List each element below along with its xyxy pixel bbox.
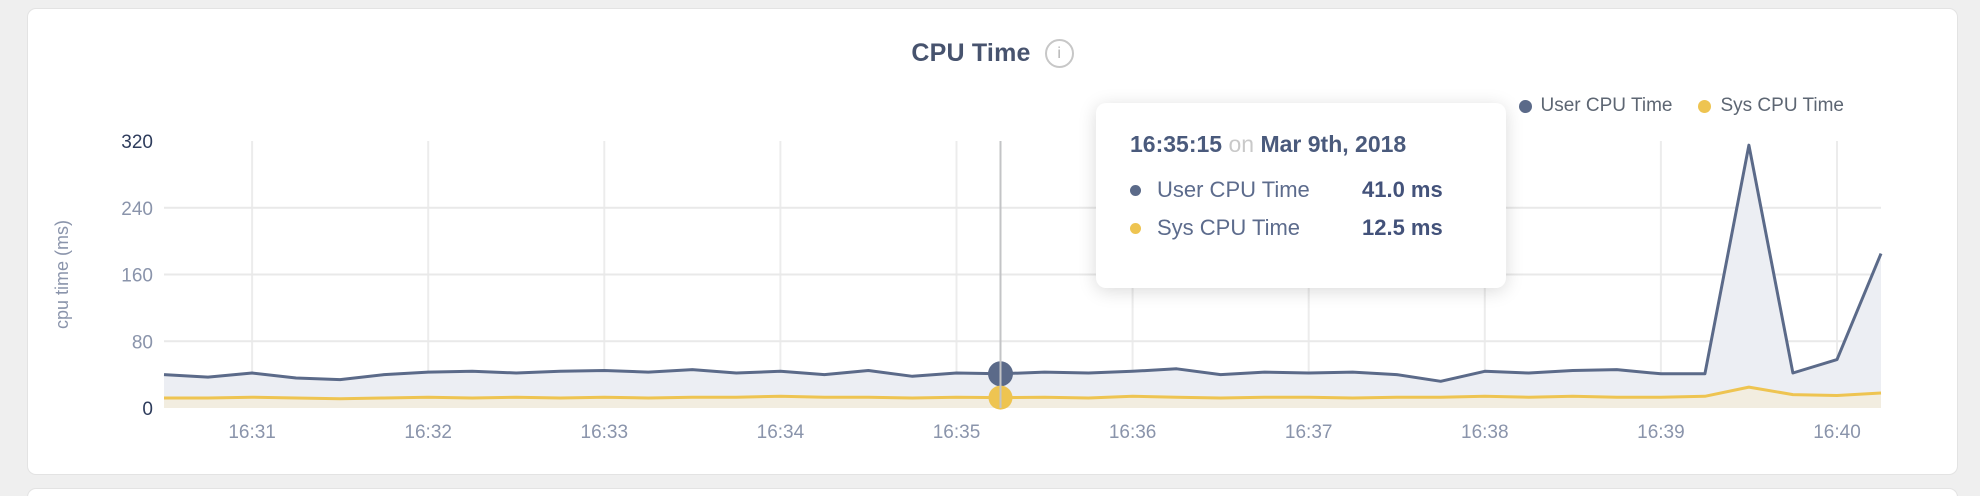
y-tick-label: 0 bbox=[142, 399, 153, 420]
x-tick-label: 16:33 bbox=[581, 422, 629, 443]
tooltip-user-label: User CPU Time bbox=[1157, 177, 1310, 202]
tooltip-rows: User CPU Time 41.0 ms Sys CPU Time 12.5 … bbox=[1130, 171, 1476, 247]
chart-header: CPU Time i bbox=[28, 39, 1957, 68]
x-tick-label: 16:36 bbox=[1109, 422, 1157, 443]
y-tick-label: 160 bbox=[121, 266, 153, 287]
chart-legend: User CPU Time Sys CPU Time bbox=[1518, 95, 1844, 117]
x-tick-label: 16:37 bbox=[1285, 422, 1333, 443]
tooltip-sys-label: Sys CPU Time bbox=[1157, 215, 1301, 240]
x-tick-label: 16:31 bbox=[228, 422, 276, 443]
user-cpu-area bbox=[164, 145, 1881, 408]
y-tick-label: 320 bbox=[121, 132, 153, 153]
legend-label-sys: Sys CPU Time bbox=[1720, 95, 1844, 116]
x-tick-label: 16:38 bbox=[1461, 422, 1509, 443]
tooltip-date: Mar 9th, 2018 bbox=[1260, 131, 1407, 157]
y-tick-label: 80 bbox=[132, 332, 153, 353]
x-tick-label: 16:39 bbox=[1637, 422, 1685, 443]
sys-series-dot-icon bbox=[1698, 99, 1712, 113]
user-series-dot-icon bbox=[1130, 184, 1141, 196]
next-card-edge bbox=[27, 488, 1958, 496]
info-icon[interactable]: i bbox=[1044, 39, 1074, 68]
sys-cpu-line bbox=[164, 385, 1882, 401]
user-series-dot-icon bbox=[1518, 99, 1532, 113]
tooltip-sys-value: 12.5 ms bbox=[1362, 215, 1443, 240]
tooltip-conjunction: on bbox=[1228, 131, 1255, 157]
legend-item-user-cpu-time[interactable]: User CPU Time bbox=[1518, 95, 1673, 117]
x-tick-label: 16:32 bbox=[404, 422, 452, 443]
user-cpu-line bbox=[163, 143, 1883, 383]
tooltip-row-sys: Sys CPU Time 12.5 ms bbox=[1130, 209, 1476, 247]
y-axis-title: cpu time (ms) bbox=[52, 220, 72, 329]
tooltip-time: 16:35:15 bbox=[1130, 131, 1223, 157]
x-tick-label: 16:34 bbox=[757, 422, 805, 443]
tooltip-row-user: User CPU Time 41.0 ms bbox=[1130, 171, 1476, 209]
x-tick-label: 16:35 bbox=[933, 422, 981, 443]
chart-plot-area[interactable] bbox=[164, 141, 1881, 408]
chart-card: CPU Time i User CPU Time Sys CPU Time 0 8… bbox=[27, 8, 1958, 475]
y-tick-label: 240 bbox=[121, 199, 153, 220]
tooltip-user-value: 41.0 ms bbox=[1362, 177, 1443, 202]
chart-tooltip: 16:35:15 on Mar 9th, 2018 User CPU Time … bbox=[1096, 103, 1506, 288]
legend-label-user: User CPU Time bbox=[1540, 95, 1673, 116]
x-tick-label: 16:40 bbox=[1813, 422, 1861, 443]
chart-title: CPU Time bbox=[911, 39, 1031, 67]
legend-item-sys-cpu-time[interactable]: Sys CPU Time bbox=[1698, 95, 1844, 117]
tooltip-timestamp: 16:35:15 on Mar 9th, 2018 bbox=[1130, 129, 1476, 159]
cpu-time-chart: 0 80 160 240 320 16:31 16:32 16:33 16:34 16:35 16:… bbox=[52, 132, 1883, 443]
sys-series-dot-icon bbox=[1130, 222, 1141, 234]
